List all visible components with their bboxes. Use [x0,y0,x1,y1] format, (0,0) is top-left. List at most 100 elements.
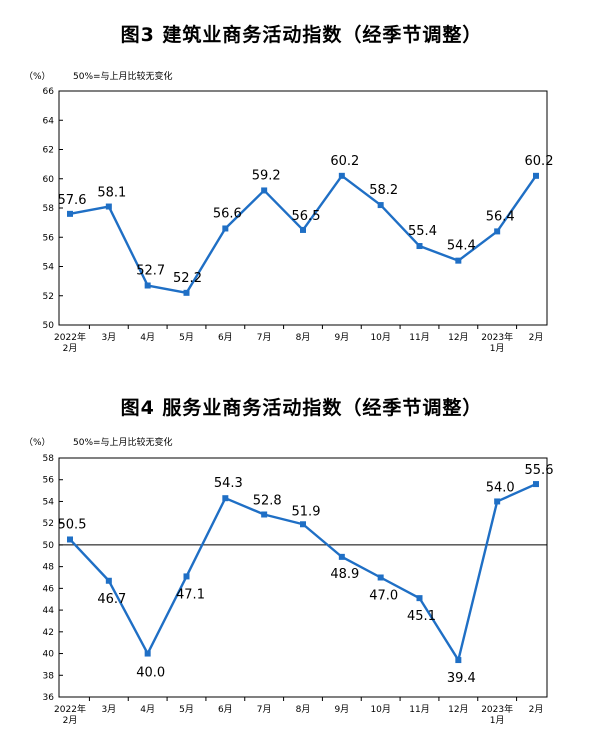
y-tick-label: 54 [43,263,55,273]
y-tick-label: 56 [43,233,55,243]
x-tick-label: 7月 [257,704,272,715]
y-tick-label: 52 [43,292,54,302]
data-point [105,203,112,210]
data-label: 40.0 [136,666,165,681]
x-tick-label: 7月 [257,332,272,343]
data-label: 50.5 [58,517,87,532]
data-point [338,172,345,179]
x-tick-label: 5月 [179,332,194,343]
x-tick-label: 5月 [179,704,194,715]
y-tick-label: 48 [43,563,55,573]
y-tick-label: 58 [43,204,55,214]
plot-frame [58,457,548,698]
x-tick-label: 8月 [296,704,311,715]
chart2-unit-label: （%） [24,438,51,448]
data-label: 56.4 [486,209,515,224]
data-point [300,226,306,233]
chart1-title: 图3 建筑业商务活动指数（经季节调整） [120,24,483,46]
x-tick-label: 12月 [448,704,468,715]
x-tick-label: 12月 [448,332,468,343]
data-point [183,289,190,296]
x-tick-label: 2022年 [54,331,86,343]
y-tick-label: 62 [43,146,54,156]
chart2-title: 图4 服务业商务活动指数（经季节调整） [120,397,483,419]
x-tick-label: 2月 [63,715,78,726]
data-label: 60.2 [330,154,359,169]
x-tick-label: 6月 [218,704,233,715]
data-label: 55.6 [525,463,554,478]
x-tick-label: 10月 [370,704,390,715]
data-label: 54.4 [447,239,476,254]
data-label: 52.7 [136,264,165,279]
y-tick-label: 40 [43,650,55,660]
data-point [377,574,384,581]
data-label: 46.7 [97,592,126,607]
data-point [300,521,306,528]
chart2-note: 50%=与上月比较无变化 [73,438,173,448]
x-tick-label: 1月 [490,343,505,354]
data-point [67,536,73,543]
x-tick-label: 2月 [63,343,78,354]
data-label: 56.6 [213,206,242,221]
data-point [144,282,151,289]
chart1-unit-label: （%） [24,72,51,82]
data-point [338,553,345,560]
y-tick-label: 54 [43,497,55,507]
data-point [455,257,462,264]
y-tick-label: 60 [43,175,55,185]
y-tick-label: 42 [43,628,54,638]
data-point [455,657,462,664]
x-tick-label: 9月 [334,704,349,715]
data-label: 58.2 [369,183,398,198]
x-tick-label: 4月 [140,332,155,343]
data-point [533,172,539,179]
x-tick-label: 2022年 [54,703,86,715]
x-tick-label: 9月 [334,332,349,343]
data-label: 57.6 [58,193,87,208]
data-label: 55.4 [408,224,437,239]
data-label: 54.3 [214,476,243,491]
data-label: 58.1 [97,186,126,201]
x-tick-label: 11月 [409,332,429,343]
data-point [183,573,190,580]
data-point [261,187,268,194]
data-point [67,210,73,217]
x-tick-label: 2023年 [481,331,513,343]
data-point [494,498,501,505]
y-tick-label: 38 [43,671,55,681]
y-tick-label: 50 [43,321,55,331]
data-label: 51.9 [292,504,321,519]
data-label: 54.0 [486,480,515,495]
data-label: 60.2 [525,154,554,169]
data-point [222,225,229,232]
data-point [144,650,151,657]
y-tick-label: 46 [43,584,55,594]
y-tick-label: 58 [43,454,55,464]
chart1-note: 50%=与上月比较无变化 [73,72,173,82]
data-point [222,495,229,502]
data-label: 52.2 [173,271,202,286]
y-tick-label: 64 [43,116,55,126]
y-tick-label: 56 [43,476,55,486]
x-tick-label: 11月 [409,704,429,715]
x-tick-label: 4月 [140,704,155,715]
x-tick-label: 2023年 [481,703,513,715]
data-point [261,511,268,518]
x-tick-label: 3月 [101,332,116,343]
data-label: 39.4 [447,671,476,686]
data-label: 52.8 [253,493,282,508]
y-tick-label: 52 [43,519,54,529]
data-point [416,595,423,602]
x-tick-label: 2月 [529,704,544,715]
data-label: 47.0 [369,589,398,604]
y-tick-label: 50 [43,541,55,551]
data-label: 59.2 [252,168,281,183]
x-tick-label: 2月 [529,332,544,343]
x-tick-label: 3月 [101,704,116,715]
data-label: 56.5 [292,209,321,224]
data-label: 48.9 [330,567,359,582]
data-point [377,202,384,209]
data-label: 47.1 [176,587,205,602]
